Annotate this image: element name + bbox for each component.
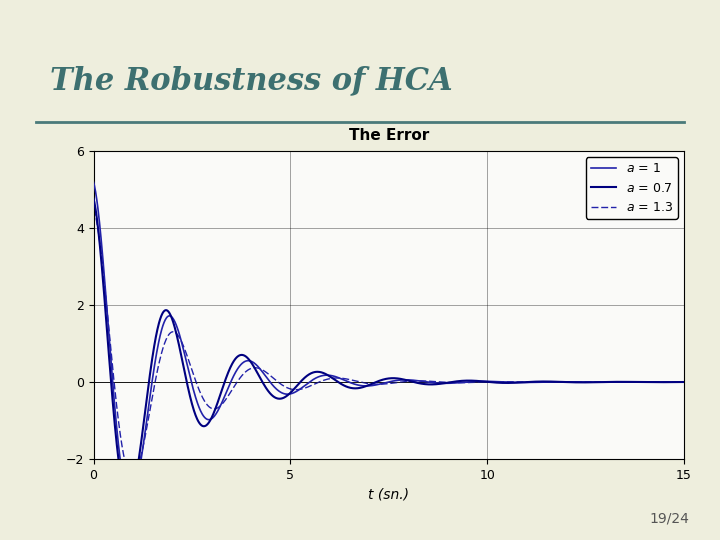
Text: The Robustness of HCA: The Robustness of HCA xyxy=(50,65,453,96)
Text: 19/24: 19/24 xyxy=(649,511,690,525)
Legend: $a$ = 1, $a$ = 0.7, $a$ = 1.3: $a$ = 1, $a$ = 0.7, $a$ = 1.3 xyxy=(586,158,678,219)
Title: The Error: The Error xyxy=(348,128,429,143)
X-axis label: t (sn.): t (sn.) xyxy=(369,487,409,501)
